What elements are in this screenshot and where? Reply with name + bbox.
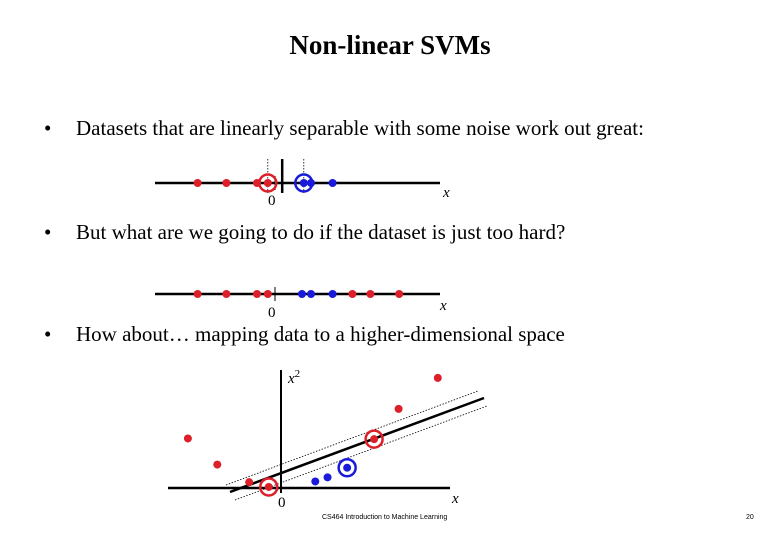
fig1-red-point [253, 179, 261, 187]
fig3-margin-upper [225, 390, 479, 486]
figure-2d-mapped: 0 x x2 [168, 368, 488, 511]
fig3-separator [229, 396, 485, 494]
fig3-margin-lower [234, 405, 488, 501]
fig2-red-point [366, 290, 375, 298]
fig1-blue-point [307, 179, 315, 187]
fig3-blue-point [311, 477, 320, 486]
fig2-red-point [253, 290, 261, 298]
fig2-blue-point [328, 290, 337, 298]
fig2-red-point [395, 290, 404, 298]
fig3-y-label: x2 [287, 368, 300, 387]
fig3-support-vector-ring [337, 457, 357, 478]
fig3-support-vector-ring [364, 429, 384, 449]
fig2-blue-point [298, 290, 306, 298]
fig3-red-point [183, 434, 192, 443]
fig3-blue-point [323, 473, 332, 482]
fig1-red-point [222, 179, 231, 187]
fig2-red-point [348, 290, 357, 298]
fig3-red-point [245, 478, 254, 487]
footer-course: CS464 Introduction to Machine Learning [322, 514, 448, 521]
fig3-blue-point [343, 463, 352, 472]
bullet-2: • But what are we going to do if the data… [44, 220, 566, 244]
fig1-red-point [263, 179, 272, 187]
fig3-zero-label: 0 [278, 495, 286, 511]
fig3-x-label: x [451, 491, 459, 507]
fig1-blue-point [299, 179, 308, 187]
fig3-red-point [264, 482, 273, 491]
fig1-red-point [193, 179, 202, 187]
fig2-x-label: x [439, 298, 447, 314]
figure-1d-hard: 0 x [155, 287, 447, 321]
fig3-red-point [213, 460, 222, 469]
bullet-3-text: How about… mapping data to a higher-dime… [76, 322, 565, 346]
fig3-red-point [370, 435, 379, 444]
bullet-1-text: Datasets that are linearly separable wit… [76, 116, 644, 140]
fig3-red-point [394, 404, 403, 413]
fig2-blue-point [307, 290, 315, 298]
fig2-red-point [193, 290, 202, 298]
bullet-3: • How about… mapping data to a higher-dim… [44, 322, 565, 346]
bullet-2-text: But what are we going to do if the datas… [76, 220, 566, 244]
bullet-1: • Datasets that are linearly separable wi… [44, 116, 644, 140]
fig1-x-label: x [442, 185, 450, 201]
fig2-red-point [222, 290, 231, 298]
fig3-y-label-exp: 2 [295, 368, 301, 380]
fig3-red-point [433, 373, 442, 382]
fig2-red-point [263, 290, 272, 298]
fig3-support-vector-ring [259, 477, 279, 497]
fig1-blue-point [328, 179, 337, 187]
fig1-zero-label: 0 [268, 193, 276, 209]
slide-title: Non-linear SVMs [289, 30, 491, 60]
footer-page-number: 20 [746, 514, 754, 521]
fig3-y-label-base: x [287, 371, 295, 387]
fig2-zero-label: 0 [268, 305, 276, 321]
figure-1d-separable: 0 x [155, 159, 450, 209]
